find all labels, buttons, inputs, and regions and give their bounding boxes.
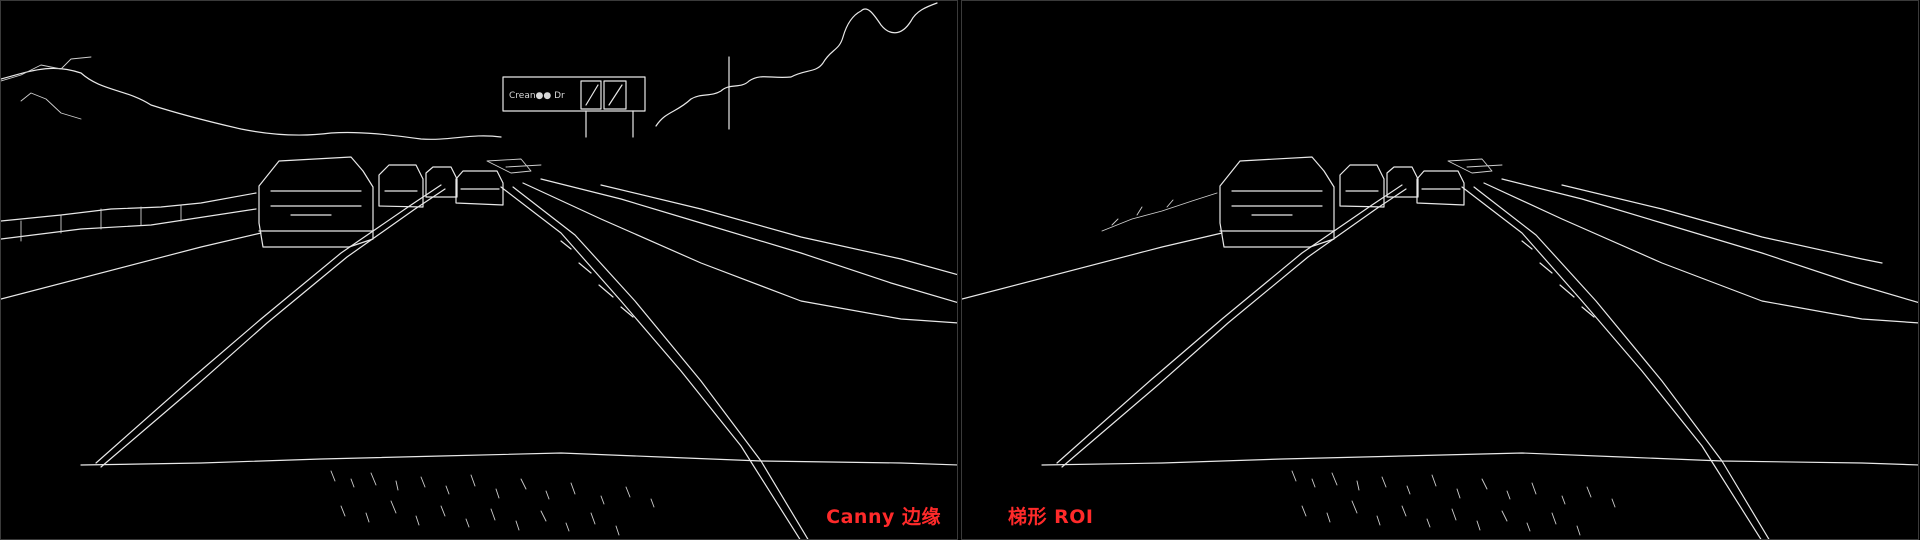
center-lane-line: [500, 186, 801, 539]
canny-edge-panel: Crean●● Dr Canny 边缘: [0, 0, 958, 540]
tree-left-edge: [1, 56, 92, 120]
tree-line-edge: [1, 67, 502, 140]
left-road-edge: [1, 232, 262, 300]
roi-caption: 梯形 ROI: [1008, 506, 1094, 528]
pavement-texture: [330, 470, 655, 536]
left-lane-line: [95, 184, 442, 464]
pavement-seam: [1041, 452, 1918, 466]
far-right-edge: [600, 184, 957, 276]
lane-dashes: [560, 240, 634, 318]
far-right-edge: [1561, 184, 1883, 264]
right-lane-line: [1483, 182, 1918, 324]
right-road-edge: [540, 178, 957, 304]
pavement-seam: [80, 452, 957, 466]
pavement-texture: [1291, 470, 1616, 536]
left-road-edge: [962, 232, 1223, 300]
right-road-edge: [1501, 178, 1918, 304]
center-lane-line-inner: [1473, 186, 1770, 539]
sign-arrows: [580, 80, 627, 110]
guardrail-posts: [20, 204, 182, 242]
canny-edge-image: Crean●● Dr: [1, 2, 957, 539]
guardrail-edge: [1, 192, 257, 240]
distant-cars: [486, 158, 542, 174]
lane-dashes: [1521, 240, 1595, 318]
car-edge-1: [1339, 164, 1385, 208]
sign-text: Crean●● Dr: [509, 91, 565, 101]
truck-edge: [258, 156, 374, 248]
roadside-clutter: [1101, 192, 1218, 232]
right-lane-line: [522, 182, 957, 324]
car-edge-3: [455, 170, 504, 206]
left-lane-line-inner: [1061, 188, 1407, 468]
overhead-sign: [502, 76, 646, 112]
roi-edge-panel: 梯形 ROI: [961, 0, 1919, 540]
tree-right-edge: [655, 2, 938, 127]
car-edge-1: [378, 164, 424, 208]
canny-edge-caption: Canny 边缘: [826, 506, 941, 528]
truck-edge: [1219, 156, 1335, 248]
center-lane-line: [1461, 186, 1762, 539]
left-lane-line: [1056, 184, 1403, 464]
car-edge-2: [1386, 166, 1419, 198]
left-lane-line-inner: [100, 188, 446, 468]
roi-edge-image: [962, 156, 1918, 539]
center-lane-line-inner: [512, 186, 809, 539]
car-edge-3: [1416, 170, 1465, 206]
distant-cars: [1447, 158, 1503, 174]
sign-posts: [585, 56, 730, 138]
car-edge-2: [425, 166, 458, 198]
